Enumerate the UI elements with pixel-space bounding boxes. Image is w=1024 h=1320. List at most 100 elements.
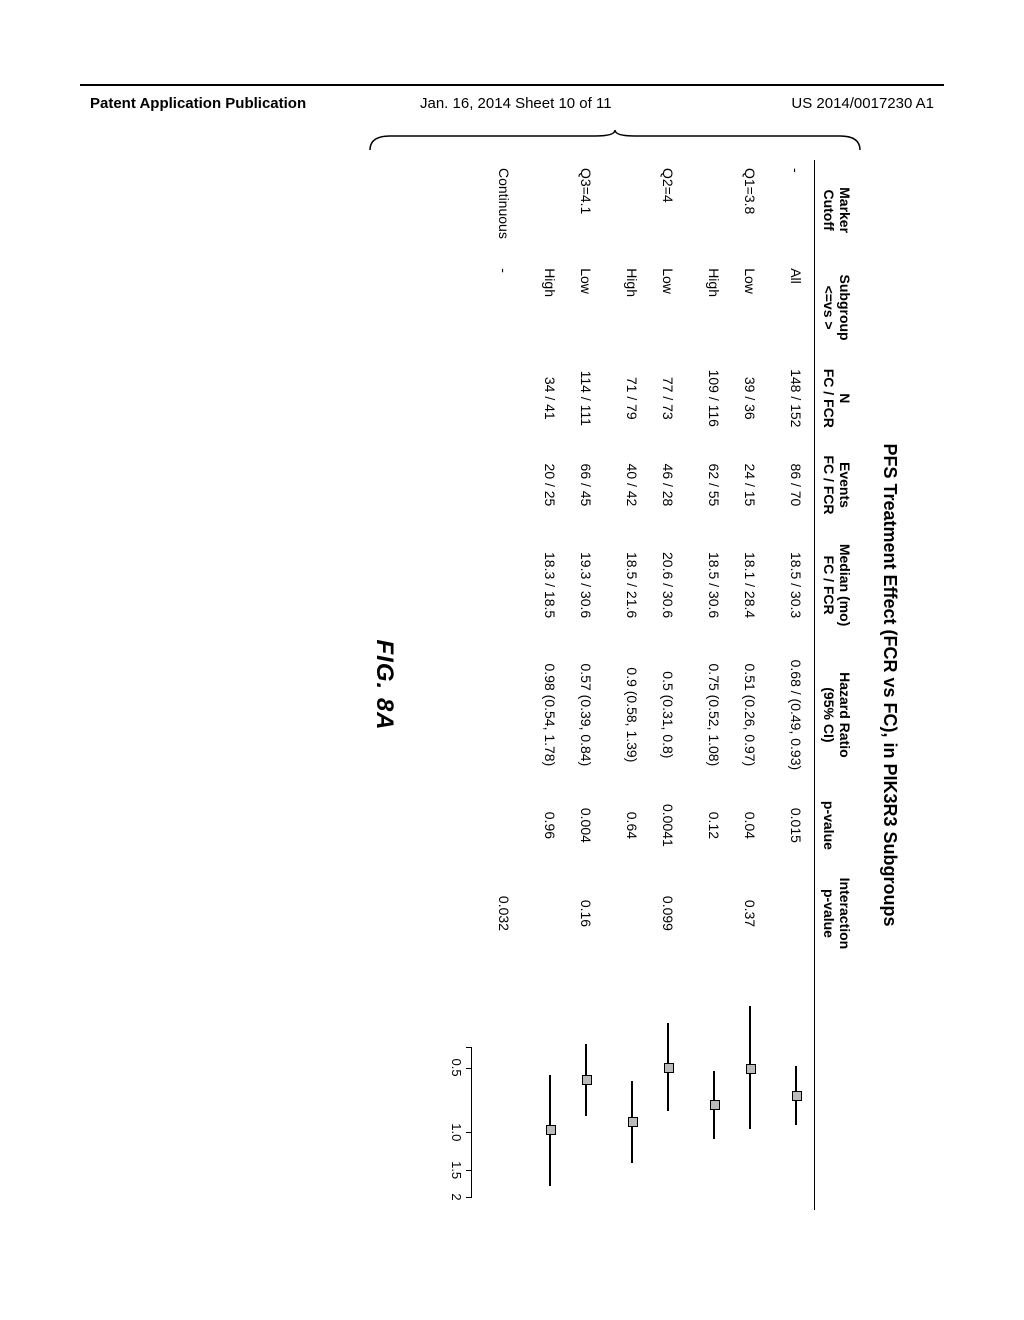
cell-hr: 0.9 (0.58, 1.39) bbox=[614, 642, 650, 788]
cell-events: 62 / 55 bbox=[696, 442, 732, 529]
cell-p: 0.0041 bbox=[650, 788, 686, 863]
point-marker bbox=[582, 1075, 592, 1085]
cell-n bbox=[486, 355, 522, 442]
curly-brace bbox=[370, 130, 860, 154]
axis-tick-label: 1.5 bbox=[449, 1161, 464, 1179]
cell-median: 18.5 / 30.6 bbox=[696, 528, 732, 642]
point-marker bbox=[546, 1125, 556, 1135]
col-pvalue: p-value bbox=[815, 788, 856, 863]
cell-p: 0.12 bbox=[696, 788, 732, 863]
cell-cutoff: Q3=4.1 bbox=[568, 160, 604, 260]
forest-plot-row bbox=[618, 972, 646, 1202]
cell-plot bbox=[486, 964, 522, 1210]
header-center: Jan. 16, 2014 Sheet 10 of 11 bbox=[420, 95, 612, 112]
cell-subgroup: High bbox=[614, 260, 650, 355]
cell-hr: 0.57 (0.39, 0.84) bbox=[568, 642, 604, 788]
col-subgroup: Subgroup<=vs > bbox=[815, 260, 856, 355]
figure-label: FIG. 8A bbox=[370, 160, 398, 1210]
cell-ip: 0.37 bbox=[732, 863, 768, 964]
cell-events: 86 / 70 bbox=[778, 442, 815, 529]
col-events: EventsFC / FCR bbox=[815, 442, 856, 529]
cell-plot bbox=[696, 964, 732, 1210]
forest-plot-row bbox=[736, 972, 764, 1202]
cell-hr: 0.68 / (0.49, 0.93) bbox=[778, 642, 815, 788]
cell-n: 71 / 79 bbox=[614, 355, 650, 442]
point-marker bbox=[792, 1091, 802, 1101]
cell-median: 18.1 / 28.4 bbox=[732, 528, 768, 642]
forest-plot-row bbox=[700, 972, 728, 1202]
cell-subgroup: Low bbox=[650, 260, 686, 355]
forest-plot-row bbox=[654, 972, 682, 1202]
cell-median: 18.5 / 30.3 bbox=[778, 528, 815, 642]
cell-n: 114 / 111 bbox=[568, 355, 604, 442]
header-right: US 2014/0017230 A1 bbox=[791, 95, 934, 112]
figure-container: PFS Treatment Effect (FCR vs FC), in PIK… bbox=[120, 160, 900, 1210]
x-axis: 0.5 1.0 1.5 2 bbox=[432, 972, 472, 1202]
cell-subgroup: Low bbox=[732, 260, 768, 355]
axis-tick bbox=[466, 1047, 472, 1048]
cell-events: 20 / 25 bbox=[532, 442, 568, 529]
cell-events: 40 / 42 bbox=[614, 442, 650, 529]
cell-hr bbox=[486, 642, 522, 788]
cell-n: 109 / 116 bbox=[696, 355, 732, 442]
forest-table: MarkerCutoff Subgroup<=vs > NFC / FCR Ev… bbox=[428, 160, 855, 1210]
cell-plot bbox=[650, 964, 686, 1210]
cell-subgroup: Low bbox=[568, 260, 604, 355]
cell-cutoff bbox=[696, 160, 732, 260]
cell-n: 34 / 41 bbox=[532, 355, 568, 442]
table-row: High 109 / 116 62 / 55 18.5 / 30.6 0.75 … bbox=[696, 160, 732, 1210]
cell-ip: 0.032 bbox=[486, 863, 522, 964]
col-interaction-pvalue: Interactionp-value bbox=[815, 863, 856, 964]
figure-title: PFS Treatment Effect (FCR vs FC), in PIK… bbox=[879, 160, 900, 1210]
cell-cutoff: Q2=4 bbox=[650, 160, 686, 260]
cell-ip bbox=[532, 863, 568, 964]
cell-median bbox=[486, 528, 522, 642]
cell-events: 24 / 15 bbox=[732, 442, 768, 529]
axis-row: 0.5 1.0 1.5 2 bbox=[428, 160, 476, 1210]
cell-hr: 0.98 (0.54, 1.78) bbox=[532, 642, 568, 788]
cell-subgroup: All bbox=[778, 260, 815, 355]
col-plot bbox=[815, 964, 856, 1210]
table-row: Q2=4 Low 77 / 73 46 / 28 20.6 / 30.6 0.5… bbox=[650, 160, 686, 1210]
point-marker bbox=[746, 1064, 756, 1074]
forest-plot-row bbox=[572, 972, 600, 1202]
axis-tick bbox=[466, 1132, 472, 1133]
cell-p: 0.96 bbox=[532, 788, 568, 863]
cell-subgroup: - bbox=[486, 260, 522, 355]
cell-plot bbox=[568, 964, 604, 1210]
cell-events bbox=[486, 442, 522, 529]
axis-tick-label: 2 bbox=[449, 1193, 464, 1200]
cell-plot bbox=[532, 964, 568, 1210]
cell-p: 0.004 bbox=[568, 788, 604, 863]
table-row: Q3=4.1 Low 114 / 111 66 / 45 19.3 / 30.6… bbox=[568, 160, 604, 1210]
cell-plot bbox=[732, 964, 768, 1210]
cell-p: 0.04 bbox=[732, 788, 768, 863]
cell-cutoff bbox=[532, 160, 568, 260]
cell-cutoff bbox=[614, 160, 650, 260]
cell-n: 77 / 73 bbox=[650, 355, 686, 442]
table-row: High 71 / 79 40 / 42 18.5 / 21.6 0.9 (0.… bbox=[614, 160, 650, 1210]
cell-ip bbox=[614, 863, 650, 964]
cell-plot bbox=[778, 964, 815, 1210]
cell-p: 0.015 bbox=[778, 788, 815, 863]
cell-hr: 0.75 (0.52, 1.08) bbox=[696, 642, 732, 788]
cell-cutoff: - bbox=[778, 160, 815, 260]
cell-cutoff: Q1=3.8 bbox=[732, 160, 768, 260]
forest-plot-row bbox=[536, 972, 564, 1202]
axis-tick bbox=[466, 1170, 472, 1171]
axis-tick bbox=[466, 1197, 472, 1198]
header-left: Patent Application Publication bbox=[90, 95, 306, 112]
cell-plot bbox=[614, 964, 650, 1210]
cell-n: 39 / 36 bbox=[732, 355, 768, 442]
cell-subgroup: High bbox=[696, 260, 732, 355]
cell-median: 19.3 / 30.6 bbox=[568, 528, 604, 642]
axis-line bbox=[471, 1047, 472, 1197]
point-marker bbox=[710, 1100, 720, 1110]
cell-hr: 0.51 (0.26, 0.97) bbox=[732, 642, 768, 788]
cell-events: 66 / 45 bbox=[568, 442, 604, 529]
axis-tick-label: 1.0 bbox=[449, 1123, 464, 1141]
cell-p bbox=[486, 788, 522, 863]
cell-cutoff: Continuous bbox=[486, 160, 522, 260]
cell-subgroup: High bbox=[532, 260, 568, 355]
cell-median: 20.6 / 30.6 bbox=[650, 528, 686, 642]
